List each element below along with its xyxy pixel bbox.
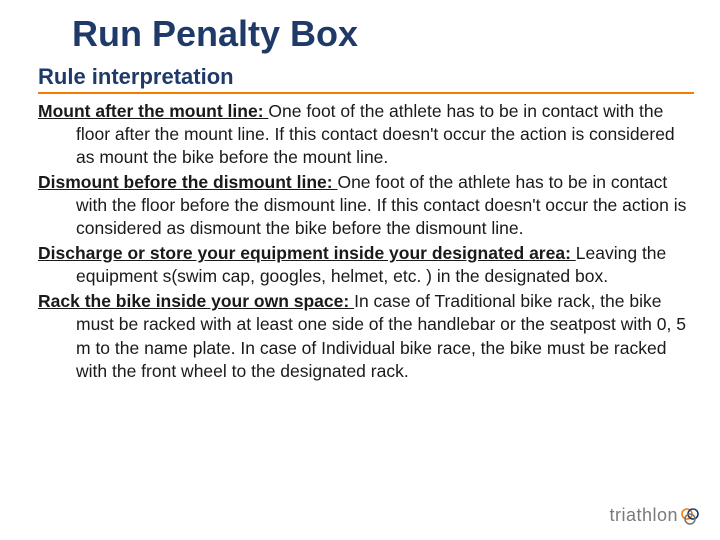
rule-item: Rack the bike inside your own space: In … (38, 290, 694, 382)
subtitle-divider: Rule interpretation (38, 64, 694, 94)
page-title: Run Penalty Box (0, 0, 720, 54)
rule-item: Mount after the mount line: One foot of … (38, 100, 694, 169)
logo-text: triathlon (609, 505, 678, 526)
subtitle: Rule interpretation (38, 64, 694, 90)
rule-item: Dismount before the dismount line: One f… (38, 171, 694, 240)
rule-heading: Mount after the mount line: (38, 101, 268, 121)
slide: Run Penalty Box Rule interpretation Moun… (0, 0, 720, 540)
rule-heading: Discharge or store your equipment inside… (38, 243, 576, 263)
logo-rings-icon (680, 506, 700, 526)
rule-heading: Rack the bike inside your own space: (38, 291, 354, 311)
body-text: Mount after the mount line: One foot of … (0, 100, 720, 383)
rule-heading: Dismount before the dismount line: (38, 172, 337, 192)
rule-item: Discharge or store your equipment inside… (38, 242, 694, 288)
triathlon-logo: triathlon (609, 505, 700, 526)
